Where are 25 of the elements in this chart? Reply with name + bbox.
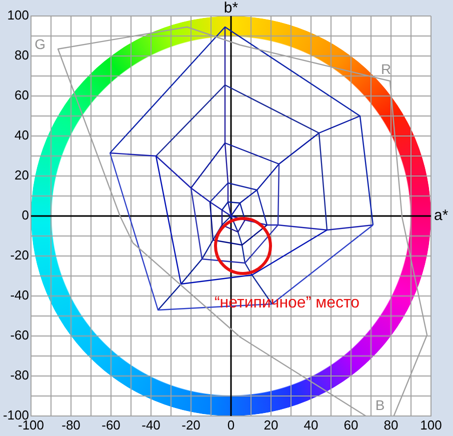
- annotation: B: [375, 396, 385, 413]
- y-tick-label: 60: [14, 88, 29, 103]
- y-tick-label: 20: [14, 168, 29, 183]
- x-tick-label: -60: [102, 417, 120, 432]
- x-tick-label: 80: [384, 417, 398, 432]
- x-tick-label: -40: [142, 417, 160, 432]
- annotation: G: [34, 36, 46, 52]
- x-tick-label: 40: [304, 417, 318, 432]
- y-tick-label: -80: [10, 368, 29, 383]
- y-tick-label: -20: [10, 248, 29, 263]
- y-tick-label: 0: [22, 208, 29, 223]
- x-tick-label: 20: [264, 417, 278, 432]
- x-tick-label: 0: [227, 417, 235, 432]
- x-tick-label: 100: [420, 417, 442, 432]
- annotation: R: [380, 60, 392, 77]
- y-tick-label: -40: [10, 288, 29, 303]
- y-tick-label: 40: [14, 128, 29, 143]
- x-tick-label: 60: [344, 417, 358, 432]
- x-tick-label: -20: [182, 417, 200, 432]
- y-axis-title: b*: [224, 0, 238, 17]
- x-axis-title: a*: [434, 207, 448, 224]
- y-tick-label: -60: [10, 328, 29, 343]
- y-tick-label: 80: [14, 48, 29, 63]
- y-tick-label: 100: [7, 8, 29, 23]
- x-tick-label: -80: [62, 417, 80, 432]
